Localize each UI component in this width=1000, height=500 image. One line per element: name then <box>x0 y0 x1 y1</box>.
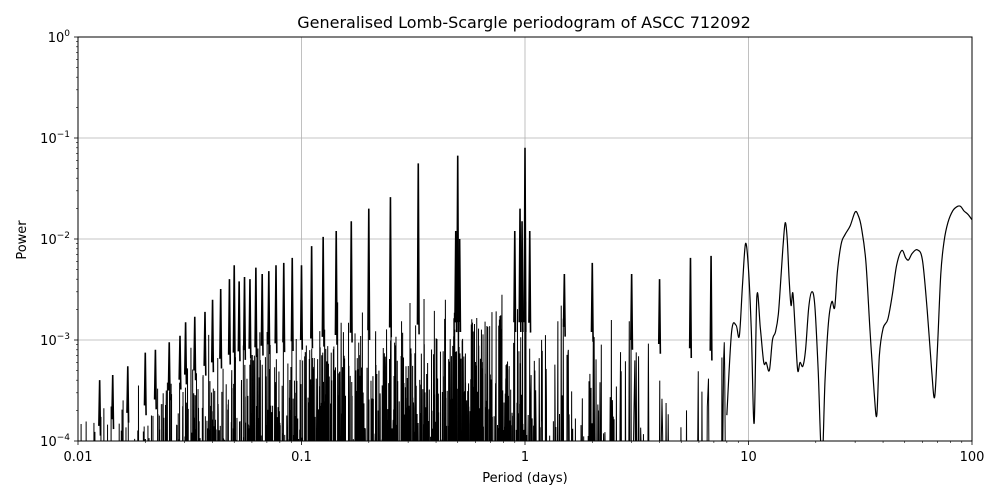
periodogram-peak <box>657 279 662 354</box>
periodogram-series <box>80 147 972 441</box>
periodogram-peak <box>274 265 278 354</box>
periodogram-peak <box>254 267 258 358</box>
x-tick-label: 10 <box>740 450 757 465</box>
periodogram-peak <box>590 262 594 342</box>
periodogram-peak <box>310 246 314 349</box>
y-axis-label: Power <box>15 220 30 260</box>
periodogram-peak <box>267 271 271 355</box>
periodogram-peak <box>290 257 294 352</box>
periodogram-peak <box>688 257 693 359</box>
x-axis-ticks: 0.01 0.1 1 10 100 <box>64 441 985 465</box>
periodogram-peak <box>242 277 247 360</box>
periodogram-peak <box>416 163 420 335</box>
x-tick-label: 100 <box>960 450 985 465</box>
periodogram-peak <box>143 352 147 416</box>
periodogram-peak <box>630 274 634 350</box>
periodogram-peak <box>518 208 522 333</box>
x-tick-label: 0.1 <box>291 450 312 465</box>
periodogram-peak <box>203 311 207 376</box>
periodogram-peak <box>178 335 182 390</box>
periodogram-peak <box>232 265 236 363</box>
y-axis-ticks: 10−4 10−3 10−2 10−1 100 <box>40 29 78 450</box>
y-tick-label: 10−1 <box>40 130 70 147</box>
y-tick-label: 10−2 <box>40 231 70 248</box>
x-tick-label: 0.01 <box>64 450 93 465</box>
periodogram-peak <box>523 147 527 333</box>
periodogram-peak <box>520 221 524 333</box>
periodogram-peak <box>528 230 532 333</box>
periodogram-peak <box>299 265 304 350</box>
periodogram-peak <box>167 342 171 401</box>
periodogram-peak <box>227 279 232 365</box>
periodogram-peak <box>282 262 286 353</box>
periodogram-peak <box>111 375 115 430</box>
periodogram-peak <box>98 380 102 436</box>
periodogram-peak <box>260 274 264 356</box>
periodogram-peak <box>248 279 252 359</box>
x-axis-label: Period (days) <box>482 471 568 486</box>
periodogram-peak <box>513 230 517 333</box>
periodogram-peak <box>349 221 353 343</box>
periodogram-peak <box>334 230 338 345</box>
chart-title: Generalised Lomb-Scargle periodogram of … <box>297 13 751 32</box>
periodogram-peak <box>562 274 566 337</box>
periodogram-peak <box>237 281 241 362</box>
y-tick-label: 100 <box>48 29 71 46</box>
periodogram-peak <box>388 197 393 338</box>
periodogram-peak <box>456 155 460 333</box>
periodogram-peak <box>153 349 158 410</box>
periodogram-peak <box>454 230 458 333</box>
y-tick-label: 10−3 <box>40 332 70 349</box>
y-tick-label: 10−4 <box>40 433 70 450</box>
periodogram-peak <box>321 236 325 347</box>
periodogram-peak <box>184 322 188 385</box>
long-period-curve <box>726 205 972 441</box>
periodogram-peak <box>219 288 223 369</box>
periodogram-peak <box>709 255 713 361</box>
periodogram-peak <box>458 238 462 333</box>
x-tick-label: 1 <box>521 450 529 465</box>
periodogram-peak <box>193 316 197 381</box>
periodogram-peak <box>210 299 215 373</box>
periodogram-peak <box>367 208 371 341</box>
periodogram-peak <box>126 366 130 423</box>
